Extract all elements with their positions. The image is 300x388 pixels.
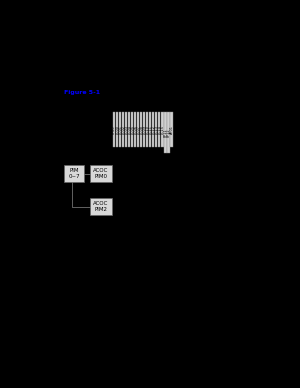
Text: FP00: FP00 <box>112 125 116 134</box>
Text: LC14: LC14 <box>158 125 161 134</box>
FancyBboxPatch shape <box>113 112 115 147</box>
FancyBboxPatch shape <box>116 112 118 147</box>
Text: LC12: LC12 <box>152 125 155 134</box>
Text: LC13: LC13 <box>154 125 158 134</box>
FancyBboxPatch shape <box>161 112 164 147</box>
Text: ACOC
PIM2: ACOC PIM2 <box>93 201 109 212</box>
FancyBboxPatch shape <box>131 112 133 147</box>
FancyBboxPatch shape <box>134 112 136 147</box>
FancyBboxPatch shape <box>164 112 166 153</box>
FancyBboxPatch shape <box>155 112 158 147</box>
Text: LC01: LC01 <box>118 125 122 134</box>
FancyBboxPatch shape <box>64 165 84 182</box>
Text: PIM
0~7: PIM 0~7 <box>68 168 80 179</box>
FancyBboxPatch shape <box>125 112 127 147</box>
Text: LC03: LC03 <box>124 125 128 134</box>
Text: Figure 5-1: Figure 5-1 <box>64 90 100 95</box>
Text: LC00: LC00 <box>115 125 119 134</box>
FancyBboxPatch shape <box>167 112 169 153</box>
FancyBboxPatch shape <box>90 165 112 182</box>
FancyBboxPatch shape <box>119 112 121 147</box>
FancyBboxPatch shape <box>128 112 130 147</box>
Text: LC07: LC07 <box>136 125 140 134</box>
Text: LC06: LC06 <box>133 125 137 134</box>
Text: LC15: LC15 <box>160 125 164 134</box>
Text: AP01: AP01 <box>169 125 173 134</box>
Text: LC11: LC11 <box>148 125 152 134</box>
Text: LC04: LC04 <box>127 125 131 134</box>
Text: LC10: LC10 <box>146 125 149 134</box>
FancyBboxPatch shape <box>149 112 152 147</box>
FancyBboxPatch shape <box>90 198 112 215</box>
FancyBboxPatch shape <box>140 112 142 147</box>
FancyBboxPatch shape <box>143 112 146 147</box>
Text: LC08: LC08 <box>139 125 143 134</box>
FancyBboxPatch shape <box>170 112 172 147</box>
FancyBboxPatch shape <box>122 112 124 147</box>
Text: ACOC
PIM0: ACOC PIM0 <box>93 168 109 179</box>
Text: LC02: LC02 <box>121 125 125 134</box>
FancyBboxPatch shape <box>158 112 160 147</box>
FancyBboxPatch shape <box>146 112 148 147</box>
Text: FP11: FP11 <box>164 128 167 137</box>
Text: LC09: LC09 <box>142 125 146 134</box>
Text: FP12: FP12 <box>167 128 170 137</box>
FancyBboxPatch shape <box>152 112 154 147</box>
Text: LC05: LC05 <box>130 125 134 134</box>
FancyBboxPatch shape <box>137 112 139 147</box>
